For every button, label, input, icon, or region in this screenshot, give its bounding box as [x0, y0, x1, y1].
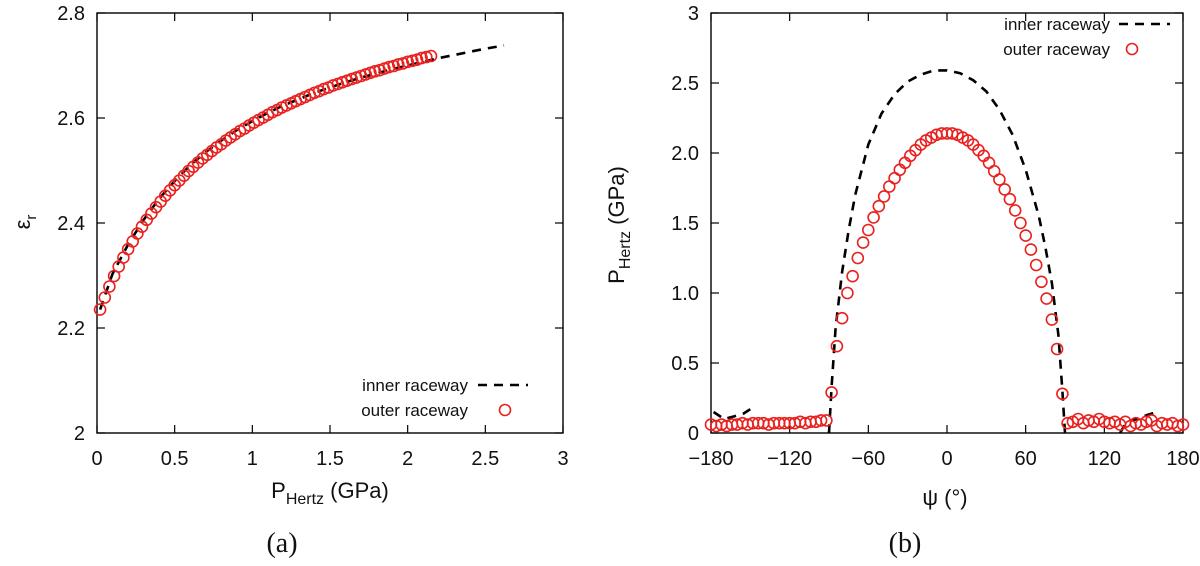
- data-point-outer-raceway-a: [419, 50, 433, 64]
- x-tick-label-a: 1: [247, 448, 258, 470]
- series-group-b: [704, 69, 1190, 434]
- data-point-outer-raceway-b: [877, 190, 891, 203]
- data-point-outer-raceway-a: [415, 51, 428, 65]
- y-tick-label-a: 2.2: [57, 318, 85, 340]
- x-tick-label-b: 120: [1088, 448, 1121, 470]
- legend-label-outer-raceway-b: outer raceway: [1003, 40, 1110, 59]
- data-point-outer-raceway-a: [117, 251, 130, 264]
- y-tick-label-b: 0: [688, 423, 699, 445]
- series-line-inner-raceway-a-0: [98, 44, 505, 311]
- y-tick-label-b: 3: [688, 3, 699, 25]
- legend-swatch-outer-raceway-b: [1125, 42, 1139, 56]
- x-tick-label-a: 2.5: [471, 448, 499, 470]
- y-tick-label-b: 1.0: [671, 283, 699, 305]
- data-point-outer-raceway-a: [424, 49, 438, 63]
- data-point-outer-raceway-a: [145, 207, 158, 220]
- data-point-outer-raceway-a: [103, 280, 116, 293]
- y-tick-label-a: 2.8: [57, 3, 85, 25]
- x-tick-label-a: 3: [557, 448, 568, 470]
- y-tick-label-a: 2: [74, 423, 85, 445]
- data-point-outer-raceway-b: [993, 173, 1006, 186]
- data-point-outer-raceway-b: [1050, 342, 1064, 356]
- x-tick-label-a: 0.5: [161, 448, 189, 470]
- y-axis-label-b: PHertz (GPa): [604, 166, 634, 284]
- data-point-outer-raceway-b: [1008, 204, 1022, 217]
- series-line-inner-raceway-b-1: [827, 69, 1067, 434]
- legend-a: inner raceway outer raceway: [361, 376, 528, 420]
- y-tick-label-a: 2.6: [57, 108, 85, 130]
- data-point-outer-raceway-b: [1035, 275, 1048, 289]
- x-axis-label-a: PHertz (GPa): [271, 478, 389, 508]
- data-point-outer-raceway-b: [856, 236, 870, 249]
- data-point-outer-raceway-a: [405, 54, 419, 68]
- x-tick-label-b: 180: [1166, 448, 1199, 470]
- data-point-outer-raceway-b: [1061, 416, 1074, 430]
- series-group-a: [93, 44, 505, 316]
- data-point-outer-raceway-b: [841, 286, 854, 300]
- x-tick-label-b: 60: [1015, 448, 1037, 470]
- data-point-outer-raceway-b: [1019, 229, 1032, 242]
- data-point-outer-raceway-b: [1003, 192, 1017, 206]
- data-point-outer-raceway-b: [820, 414, 833, 427]
- y-tick-label-b: 2.5: [671, 73, 699, 95]
- data-point-outer-raceway-b: [814, 414, 828, 427]
- y-tick-label-b: 1.5: [671, 213, 699, 235]
- x-tick-label-b: 0: [941, 448, 952, 470]
- data-point-outer-raceway-b: [872, 199, 886, 213]
- chart-panel-a: 0 0.5 1 1.5 2 2.5 3 2 2.2 2.4 2.6 2.8 inner raceway…: [10, 3, 569, 559]
- data-point-outer-raceway-a: [93, 303, 107, 316]
- x-tick-label-b: −120: [767, 448, 812, 470]
- data-point-outer-raceway-a: [391, 58, 405, 71]
- panel-caption-a: (a): [266, 528, 297, 559]
- data-point-outer-raceway-b: [825, 386, 838, 399]
- y-tick-label-a: 2.4: [57, 213, 85, 235]
- plot-frame-a: [96, 12, 564, 434]
- data-point-outer-raceway-a: [382, 60, 396, 74]
- data-point-outer-raceway-b: [1176, 418, 1190, 431]
- y-tick-label-b: 0.5: [671, 353, 699, 375]
- x-tick-label-b: −60: [851, 448, 885, 470]
- legend-label-inner-raceway-a: inner raceway: [362, 376, 468, 395]
- data-point-outer-raceway-b: [846, 269, 859, 283]
- data-point-outer-raceway-b: [867, 211, 880, 224]
- legend-swatch-outer-raceway-a: [498, 403, 512, 417]
- data-point-outer-raceway-b: [1171, 419, 1185, 433]
- data-point-outer-raceway-a: [401, 55, 415, 69]
- data-point-outer-raceway-b: [830, 339, 844, 353]
- legend-label-inner-raceway-b: inner raceway: [1004, 15, 1110, 34]
- plot-frame-b: [710, 12, 1184, 434]
- data-point-outer-raceway-b: [1040, 292, 1053, 305]
- data-point-outer-raceway-a: [98, 291, 112, 304]
- y-axis-label-a: εr: [10, 215, 40, 230]
- axis-ticks-b: −180 −120 −60 0 60 120 180 0 0.5 1.0 1.5 2.0 2.5 3: [671, 3, 1200, 470]
- data-point-outer-raceway-b: [835, 311, 849, 325]
- chart-panel-b: −180 −120 −60 0 60 120 180 0 0.5 1.0 1.5 2.0 2.5 3 in…: [604, 3, 1200, 559]
- data-point-outer-raceway-b: [1029, 258, 1043, 272]
- x-tick-label-b: −180: [688, 448, 733, 470]
- data-point-outer-raceway-b: [1014, 216, 1027, 230]
- legend-label-outer-raceway-a: outer raceway: [361, 401, 468, 420]
- data-point-outer-raceway-b: [1140, 415, 1153, 429]
- panel-caption-b: (b): [889, 528, 922, 559]
- data-point-outer-raceway-b: [945, 127, 959, 140]
- x-tick-label-a: 1.5: [316, 448, 344, 470]
- data-point-outer-raceway-b: [1024, 243, 1038, 256]
- data-point-outer-raceway-b: [861, 223, 875, 237]
- axis-ticks-a: 0 0.5 1 1.5 2 2.5 3 2 2.2 2.4 2.6 2.8: [57, 3, 568, 470]
- x-tick-label-a: 0: [91, 448, 102, 470]
- legend-b: inner raceway outer raceway: [1003, 15, 1170, 59]
- data-point-outer-raceway-b: [998, 183, 1012, 196]
- x-axis-label-b: ψ (°): [922, 485, 967, 510]
- series-line-inner-raceway-b-0: [712, 408, 752, 421]
- x-tick-label-a: 2: [402, 448, 413, 470]
- data-point-outer-raceway-b: [1045, 313, 1059, 326]
- data-point-outer-raceway-b: [851, 251, 865, 265]
- y-tick-label-b: 2.0: [671, 143, 699, 165]
- data-point-outer-raceway-b: [1056, 387, 1069, 401]
